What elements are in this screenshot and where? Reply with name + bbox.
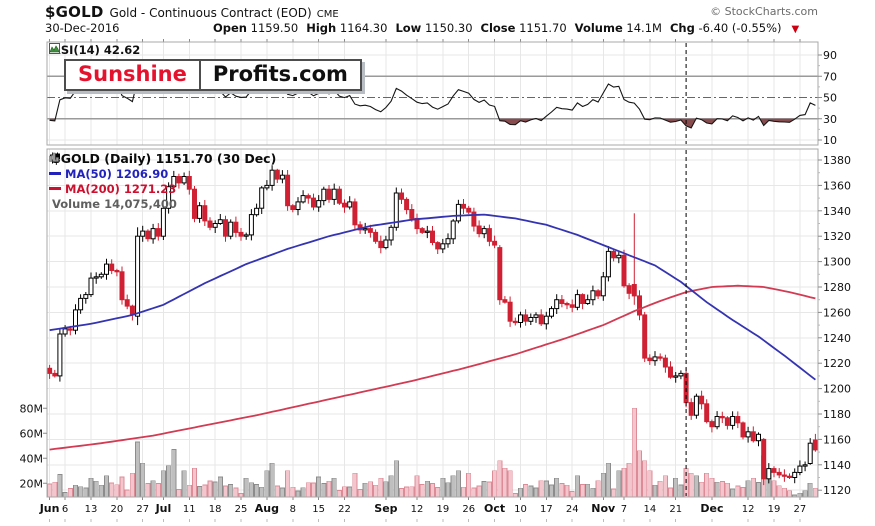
- svg-text:11: 11: [183, 504, 196, 515]
- svg-text:1120: 1120: [823, 484, 851, 497]
- svg-text:21: 21: [669, 504, 682, 515]
- logo-text-profits: Profits.com: [212, 62, 348, 86]
- svg-text:Sep: Sep: [374, 502, 397, 515]
- svg-text:1180: 1180: [823, 408, 851, 421]
- symbol: $GOLD: [45, 3, 104, 21]
- svg-text:10: 10: [823, 134, 837, 147]
- ma200-legend-row: MA(200) 1271.23: [49, 182, 276, 196]
- svg-text:12: 12: [411, 504, 424, 515]
- svg-text:27: 27: [794, 504, 807, 515]
- svg-text:1220: 1220: [823, 357, 851, 370]
- price-legend-title: $GOLD (Daily) 1151.70 (30 Dec): [52, 151, 277, 166]
- svg-text:1360: 1360: [823, 179, 851, 192]
- svg-text:1280: 1280: [823, 281, 851, 294]
- ma200-swatch-icon: [49, 187, 61, 190]
- quote-item: Close 1151.70: [480, 21, 567, 35]
- volume-legend-label: Volume 14,075,400: [52, 197, 177, 211]
- quote-item: High 1164.30: [306, 21, 388, 35]
- stockcharts-credit: © StockCharts.com: [710, 5, 818, 18]
- svg-text:17: 17: [540, 504, 553, 515]
- svg-text:19: 19: [436, 504, 449, 515]
- svg-text:8: 8: [290, 504, 296, 515]
- quote-item: Chg -6.40 (-0.55%): [669, 21, 782, 35]
- chart-header: $GOLD Gold - Continuous Contract (EOD) CME: [45, 3, 830, 21]
- svg-text:14: 14: [643, 504, 656, 515]
- svg-text:50: 50: [823, 92, 837, 105]
- svg-text:1140: 1140: [823, 459, 851, 472]
- svg-text:18: 18: [209, 504, 222, 515]
- logo-box-profits: Profits.com: [198, 59, 362, 91]
- ma50-legend-label: MA(50) 1206.90: [65, 167, 169, 181]
- svg-text:Oct: Oct: [484, 502, 505, 515]
- svg-text:Jun: Jun: [39, 502, 60, 515]
- exchange-label: CME: [316, 9, 339, 20]
- ma50-line: [49, 213, 816, 381]
- price-legend-title-row: $GOLD (Daily) 1151.70 (30 Dec): [49, 152, 276, 166]
- panel-borders: [46, 41, 819, 498]
- svg-text:40M: 40M: [20, 452, 44, 465]
- price-legend: $GOLD (Daily) 1151.70 (30 Dec) MA(50) 12…: [49, 152, 276, 212]
- svg-text:60M: 60M: [20, 427, 44, 440]
- svg-text:70: 70: [823, 70, 837, 83]
- svg-text:20M: 20M: [20, 477, 44, 490]
- svg-text:1160: 1160: [823, 433, 851, 446]
- svg-text:10: 10: [514, 504, 527, 515]
- ma200-legend-label: MA(200) 1271.23: [65, 182, 177, 196]
- svg-text:15: 15: [312, 504, 325, 515]
- svg-text:7: 7: [621, 504, 627, 515]
- svg-text:25: 25: [235, 504, 248, 515]
- svg-text:1240: 1240: [823, 332, 851, 345]
- svg-text:26: 26: [462, 504, 475, 515]
- rsi-legend: RSI(14) 42.62: [49, 43, 140, 57]
- svg-text:80M: 80M: [20, 402, 44, 415]
- logo-text-sunshine: Sunshine: [78, 62, 187, 86]
- sunshine-profits-logo: Sunshine Profits.com: [64, 59, 362, 91]
- svg-text:20: 20: [110, 504, 123, 515]
- gridlines: [47, 39, 818, 522]
- svg-text:6: 6: [62, 504, 68, 515]
- symbol-description: Gold - Continuous Contract (EOD): [109, 6, 312, 20]
- svg-text:1380: 1380: [823, 154, 851, 167]
- svg-text:19: 19: [768, 504, 781, 515]
- svg-text:27: 27: [136, 504, 149, 515]
- svg-text:90: 90: [823, 49, 837, 62]
- volume-bars: [47, 407, 818, 498]
- quote-item: Volume 14.1M: [574, 21, 662, 35]
- quote-item: Open 1159.50: [213, 21, 299, 35]
- svg-text:1320: 1320: [823, 230, 851, 243]
- ma50-legend-row: MA(50) 1206.90: [49, 167, 276, 181]
- svg-text:22: 22: [338, 504, 351, 515]
- change-down-arrow-icon: ▼: [791, 24, 800, 35]
- svg-text:12: 12: [742, 504, 755, 515]
- quote-strip: Open 1159.50 High 1164.30 Low 1150.30 Close…: [213, 21, 790, 35]
- volume-legend-row: Volume 14,075,400: [49, 152, 276, 211]
- rsi-legend-label: RSI(14) 42.62: [52, 43, 141, 57]
- svg-text:1340: 1340: [823, 205, 851, 218]
- svg-text:Nov: Nov: [591, 502, 616, 515]
- svg-text:Jul: Jul: [155, 502, 172, 515]
- axis-labels: 9070503010138013601340132013001280126012…: [20, 49, 852, 515]
- svg-text:Aug: Aug: [255, 502, 279, 515]
- svg-text:1260: 1260: [823, 306, 851, 319]
- svg-text:1300: 1300: [823, 256, 851, 269]
- svg-text:30: 30: [823, 113, 837, 126]
- ma200-line: [49, 284, 816, 451]
- svg-text:1200: 1200: [823, 383, 851, 396]
- quote-item: Low 1150.30: [395, 21, 473, 35]
- svg-text:13: 13: [85, 504, 98, 515]
- svg-text:24: 24: [566, 504, 579, 515]
- quote-row: 30-Dec-2016 Open 1159.50 High 1164.30 Low 1…: [45, 21, 860, 36]
- logo-box-sunshine: Sunshine: [64, 59, 201, 91]
- ma50-swatch-icon: [49, 172, 61, 175]
- candlesticks: [47, 165, 818, 486]
- svg-text:Dec: Dec: [700, 502, 723, 515]
- quote-date: 30-Dec-2016: [45, 21, 120, 35]
